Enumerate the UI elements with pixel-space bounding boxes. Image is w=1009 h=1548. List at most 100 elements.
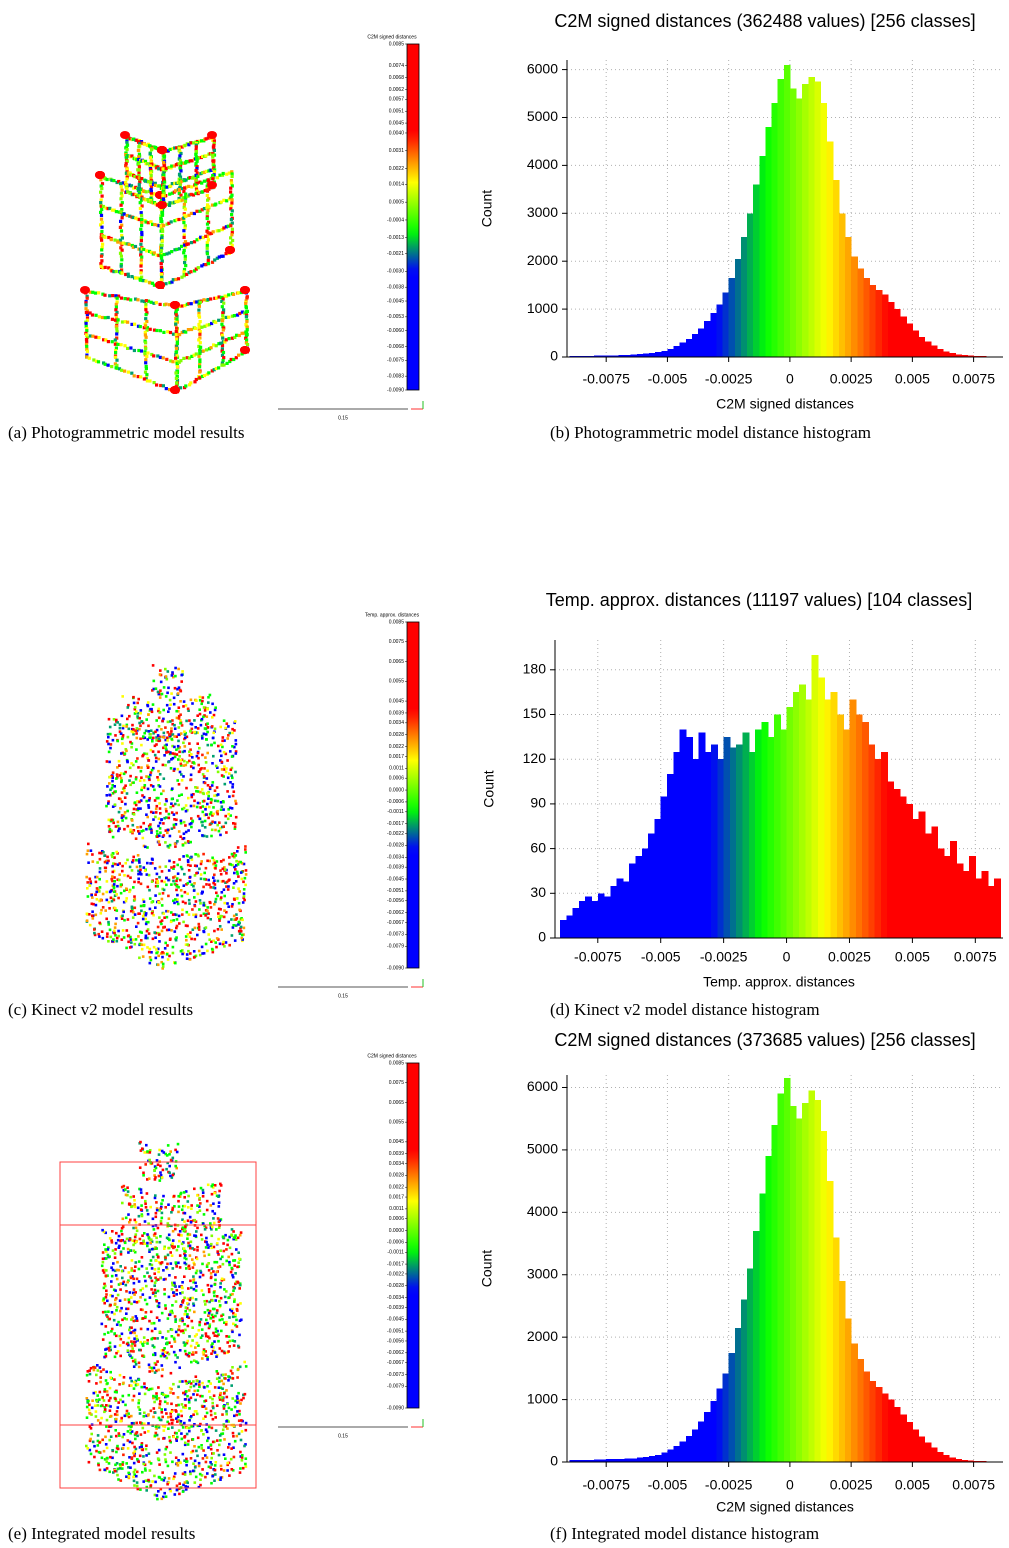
point-cloud [80,131,250,394]
point [157,1369,160,1372]
point [136,791,139,794]
point [209,1382,212,1385]
point [154,1337,157,1340]
point [112,822,115,825]
point [180,793,183,796]
point [124,297,127,300]
point [206,247,209,250]
point [98,1441,101,1444]
point [185,1461,188,1464]
point [201,1405,204,1408]
point [190,817,193,820]
point [184,1442,187,1445]
point [208,1390,211,1393]
point [106,1382,109,1385]
point [234,1440,237,1443]
point [177,1334,180,1337]
point [108,294,111,297]
point [194,927,197,930]
point [171,674,174,677]
point [114,790,117,793]
point [206,835,209,838]
point [106,862,109,865]
point [103,1243,106,1246]
point [141,1449,144,1452]
point [207,259,210,262]
point [219,1286,222,1289]
point [183,873,186,876]
point [147,725,150,728]
point [185,704,188,707]
point [178,858,181,861]
point [217,1340,220,1343]
point [193,889,196,892]
point [168,813,171,816]
bar [900,316,907,357]
point [114,1391,117,1394]
point [182,921,185,924]
point [116,1474,119,1477]
point [167,910,170,913]
point [158,940,161,943]
point [99,211,102,214]
point [155,952,158,955]
point [91,910,94,913]
point [180,1415,183,1418]
point [107,743,110,746]
x-tick-label: 0.0025 [828,949,871,965]
point [231,198,234,201]
point [227,921,230,924]
point [216,824,219,827]
colorbar-tick-label: -0.0045 [387,298,404,304]
point [145,249,148,252]
colorbar-tick-label: 0.0057 [389,97,405,103]
point [200,873,203,876]
point [127,736,130,739]
point [129,784,132,787]
point [221,1278,224,1281]
y-tick-label: 180 [523,661,547,677]
point [187,840,190,843]
point [190,328,193,331]
point [161,244,164,247]
point [157,926,160,929]
point [157,1278,160,1281]
y-tick-label: 120 [523,750,547,766]
colorbar-tick-label: -0.0053 [387,314,404,320]
point [119,1374,122,1377]
point [207,1262,210,1265]
point [116,937,119,940]
point [204,1323,207,1326]
point [136,757,139,760]
point [178,1325,181,1328]
point [100,248,103,251]
point [239,1402,242,1405]
point [146,946,149,949]
point [104,1311,107,1314]
point [129,1377,132,1380]
point [123,919,126,922]
point [185,1464,188,1467]
point [140,709,143,712]
point [160,1478,163,1481]
point [203,800,206,803]
point [188,1427,191,1430]
point [154,1327,157,1330]
point [227,1379,230,1382]
point [189,931,192,934]
point [135,760,138,763]
point [177,277,180,280]
point [156,1337,159,1340]
point [214,867,217,870]
point [219,750,222,753]
point [214,789,217,792]
bar [667,349,674,357]
point [109,929,112,932]
point [166,1263,169,1266]
point [163,881,166,884]
point [207,933,210,936]
point [134,1344,137,1347]
point [130,1269,133,1272]
point [183,832,186,835]
bar [784,65,791,357]
